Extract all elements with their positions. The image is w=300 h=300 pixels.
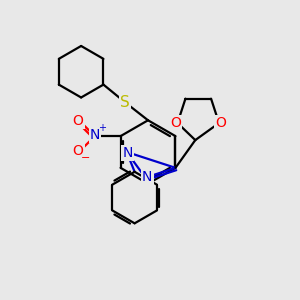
Text: O: O (170, 116, 181, 130)
Text: −: − (81, 153, 91, 163)
Text: O: O (215, 116, 226, 130)
Text: +: + (98, 123, 106, 133)
Text: S: S (120, 95, 130, 110)
Text: O: O (73, 144, 83, 158)
Text: O: O (73, 114, 83, 128)
Text: N: N (142, 169, 152, 184)
Text: N: N (90, 128, 100, 142)
Text: N: N (122, 146, 133, 160)
